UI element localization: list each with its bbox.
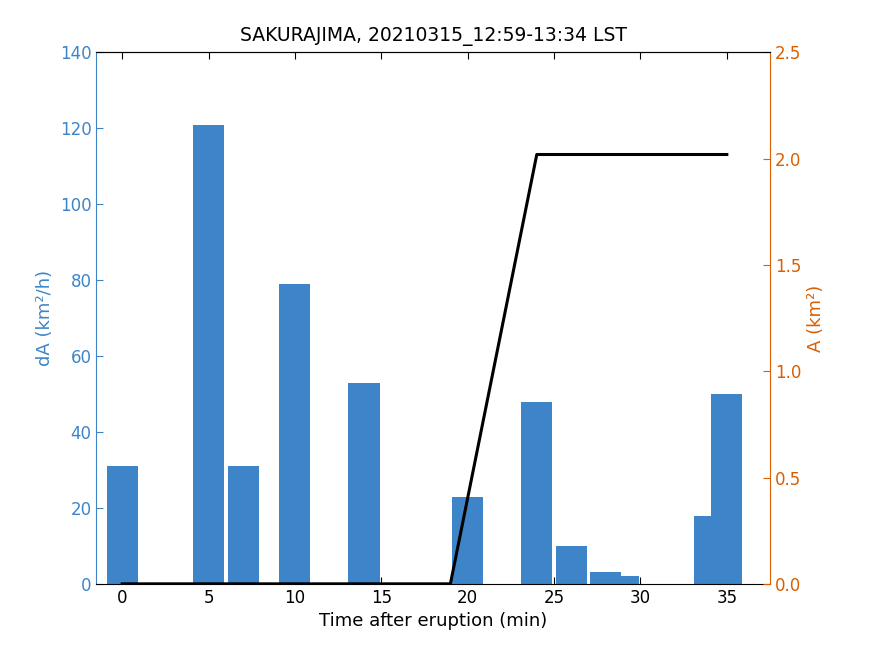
Bar xyxy=(348,382,380,584)
Bar xyxy=(591,573,621,584)
Bar xyxy=(193,125,224,584)
Bar xyxy=(556,546,587,584)
Bar xyxy=(711,394,742,584)
Y-axis label: A (km²): A (km²) xyxy=(807,285,825,352)
Title: SAKURAJIMA, 20210315_12:59-13:34 LST: SAKURAJIMA, 20210315_12:59-13:34 LST xyxy=(240,28,626,47)
Bar xyxy=(452,497,483,584)
Bar xyxy=(107,466,137,584)
Bar xyxy=(279,284,311,584)
Y-axis label: dA (km²/h): dA (km²/h) xyxy=(36,270,54,366)
X-axis label: Time after eruption (min): Time after eruption (min) xyxy=(319,612,547,630)
Bar xyxy=(607,576,639,584)
Bar xyxy=(694,516,725,584)
Bar xyxy=(228,466,259,584)
Bar xyxy=(522,401,552,584)
